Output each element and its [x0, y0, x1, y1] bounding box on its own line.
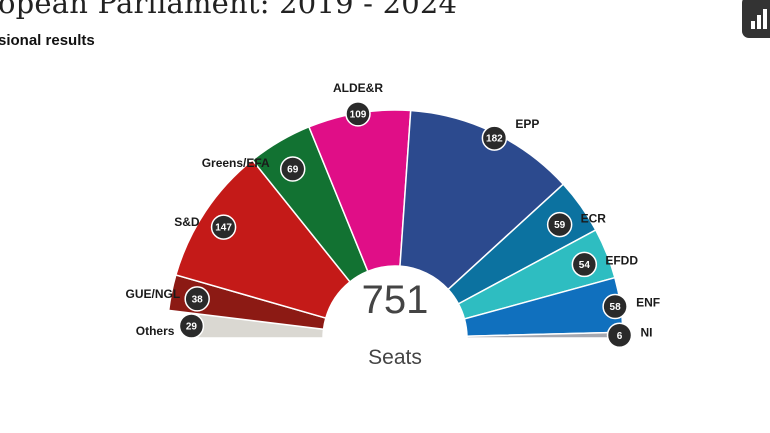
marker-ecr[interactable]: 59 ECR	[546, 211, 607, 238]
seat-badge-alde-r	[345, 101, 371, 127]
seat-badge-s-d	[210, 214, 237, 240]
seat-count-gue-ngl: 38	[192, 295, 204, 306]
party-label-ni: NI	[641, 325, 653, 339]
seat-count-efdd: 54	[579, 260, 591, 271]
seat-badge-ni	[606, 322, 633, 349]
bar-chart-icon[interactable]	[742, 0, 770, 38]
seat-segments	[167, 109, 624, 339]
party-label-s-d: S&D	[174, 215, 200, 229]
marker-alde-r[interactable]: 109 ALDE&R	[333, 81, 383, 127]
seat-badge-others	[178, 313, 205, 339]
seat-count-ni: 6	[617, 331, 623, 342]
seat-count-ecr: 59	[554, 220, 566, 231]
seat-badge-efdd	[571, 251, 598, 278]
party-label-alde-r: ALDE&R	[333, 81, 383, 95]
party-label-others: Others	[136, 324, 175, 338]
marker-enf[interactable]: 58 ENF	[602, 293, 660, 320]
marker-greens-efa[interactable]: 69 Greens/EFA	[202, 156, 306, 182]
seat-count-s-d: 147	[215, 223, 232, 234]
seat-badge-epp	[481, 125, 508, 151]
party-label-efdd: EFDD	[605, 253, 638, 267]
seat-count-others: 29	[186, 322, 198, 333]
total-seats-label: Seats	[368, 346, 422, 369]
seat-badge-gue-ngl	[184, 286, 210, 312]
chart-title: opean Parliament: 2019 - 2024	[0, 0, 458, 20]
center-hole	[323, 266, 467, 410]
marker-others[interactable]: 29 Others	[136, 313, 205, 339]
marker-epp[interactable]: 182 EPP	[481, 117, 539, 151]
marker-efdd[interactable]: 54 EFDD	[571, 251, 638, 278]
seat-badge-enf	[602, 293, 628, 320]
marker-gue-ngl[interactable]: 38 GUE/NGL	[126, 286, 210, 312]
seat-count-epp: 182	[486, 134, 503, 145]
marker-ni[interactable]: 6 NI	[606, 322, 653, 349]
total-seats-value: 751	[362, 278, 429, 322]
seat-count-alde-r: 109	[350, 109, 367, 120]
marker-s-d[interactable]: 147 S&D	[174, 214, 237, 240]
party-label-gue-ngl: GUE/NGL	[126, 287, 181, 301]
seat-badge-ecr	[546, 211, 573, 238]
party-label-epp: EPP	[515, 117, 539, 131]
party-label-enf: ENF	[636, 295, 660, 309]
party-label-greens-efa: Greens/EFA	[202, 156, 270, 170]
party-markers: 29 Others 38 GUE/NGL 147 S&D 69 Greens/EFA 109 AL…	[126, 81, 660, 349]
seat-count-greens-efa: 69	[287, 165, 299, 176]
seat-count-enf: 58	[610, 302, 622, 313]
seat-badge-greens-efa	[279, 156, 306, 182]
party-label-ecr: ECR	[581, 212, 607, 226]
chart-subtitle: sional results	[0, 32, 95, 49]
